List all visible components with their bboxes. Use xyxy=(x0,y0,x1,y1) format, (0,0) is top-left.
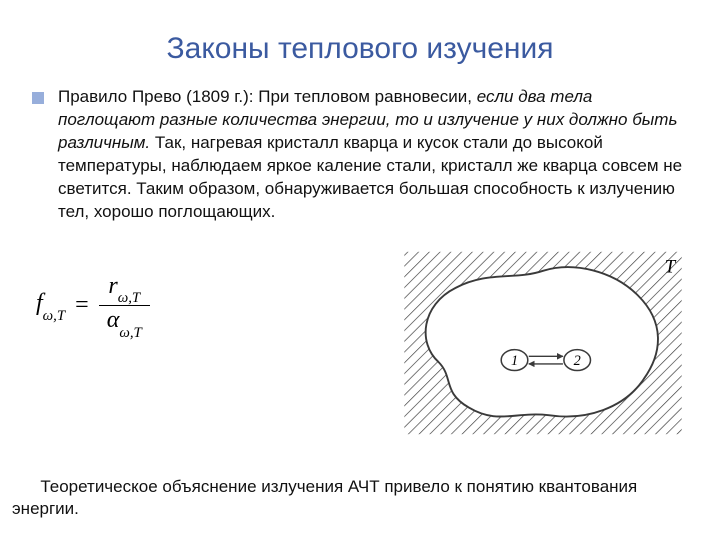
formula-num-sub: ω,T xyxy=(118,290,141,306)
mid-row: fω,T = rω,T αω,T xyxy=(32,248,688,438)
bullet-square-icon xyxy=(32,92,44,104)
diagram-wrap: 1 2 T xyxy=(316,248,688,438)
footer-text: Теоретическое объяснение излучения АЧТ п… xyxy=(12,476,688,520)
temperature-label: T xyxy=(665,256,677,277)
slide: Законы теплового изучения Правило Прево … xyxy=(0,0,720,540)
formula-den-sub: ω,T xyxy=(119,325,142,341)
cavity-outline xyxy=(426,267,658,416)
formula-block: fω,T = rω,T αω,T xyxy=(32,248,316,340)
formula-lhs: fω,T xyxy=(36,290,65,321)
formula-fraction: rω,T αω,T xyxy=(99,272,150,340)
bullet-lead: Правило Прево (1809 г.): При тепловом ра… xyxy=(58,87,477,106)
formula: fω,T = rω,T αω,T xyxy=(36,272,316,340)
formula-numerator: rω,T xyxy=(100,272,148,305)
bullet-tail: Так, нагревая кристалл кварца и кусок ст… xyxy=(58,133,682,221)
cavity-diagram: 1 2 T xyxy=(398,248,688,438)
bullet-row: Правило Прево (1809 г.): При тепловом ра… xyxy=(32,86,688,224)
body-2-label: 2 xyxy=(574,352,581,368)
body-1-label: 1 xyxy=(511,352,518,368)
formula-lhs-base: f xyxy=(36,290,43,316)
formula-den-base: α xyxy=(107,307,120,333)
formula-denominator: αω,T xyxy=(99,306,150,339)
formula-lhs-sub: ω,T xyxy=(43,308,66,324)
page-title: Законы теплового изучения xyxy=(32,32,688,66)
formula-eq: = xyxy=(75,292,89,319)
bullet-text: Правило Прево (1809 г.): При тепловом ра… xyxy=(58,86,688,224)
formula-num-base: r xyxy=(108,273,117,299)
